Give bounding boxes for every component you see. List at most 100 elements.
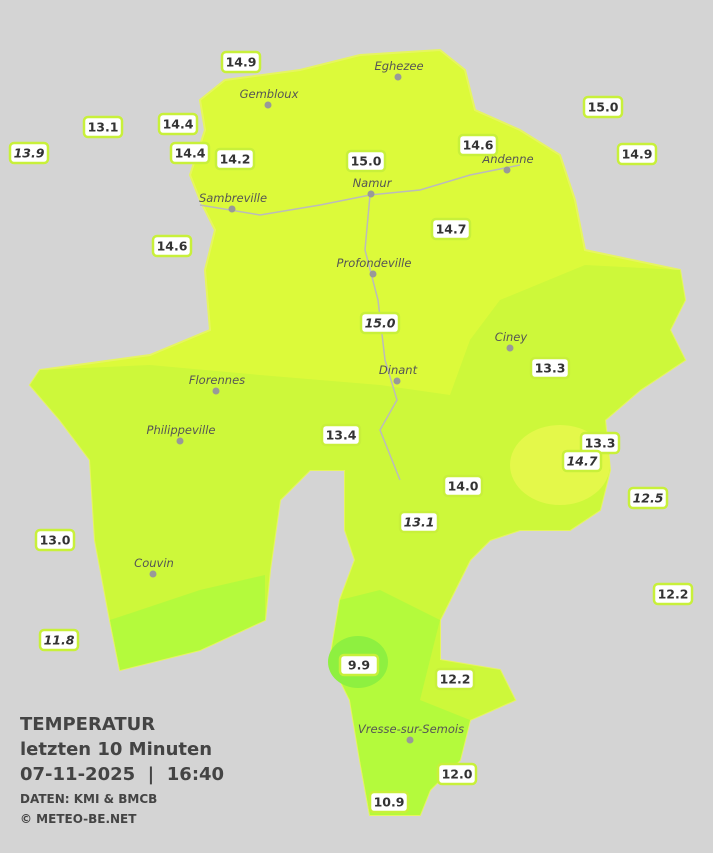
town-label: Philippeville xyxy=(147,423,216,437)
station-box xyxy=(398,510,440,534)
station-box xyxy=(652,582,694,606)
town-dot xyxy=(264,101,272,109)
station: 14.9 xyxy=(220,50,262,74)
station-value: 13.3 xyxy=(585,436,616,451)
station: 12.2 xyxy=(434,667,476,691)
station: 14.2 xyxy=(214,147,256,171)
station: 14.7 xyxy=(561,449,603,473)
station-value: 15.0 xyxy=(351,154,382,169)
station-box xyxy=(38,628,80,652)
station-box xyxy=(151,234,193,258)
station: 13.4 xyxy=(320,423,362,447)
station-box xyxy=(529,356,571,380)
zone-mild xyxy=(30,265,685,815)
town-label: Florennes xyxy=(189,373,245,387)
station: 14.4 xyxy=(157,112,199,136)
station-value: 14.6 xyxy=(463,138,494,153)
station: 10.9 xyxy=(368,790,410,814)
town-label: Sambreville xyxy=(199,191,267,205)
town-dot xyxy=(212,387,220,395)
source: DATEN: KMI & BMCB xyxy=(20,792,157,806)
station-value: 14.4 xyxy=(163,117,194,132)
station: 13.1 xyxy=(82,115,124,139)
station-box xyxy=(368,790,410,814)
station-box xyxy=(220,50,262,74)
station: 13.9 xyxy=(8,141,50,165)
station: 12.2 xyxy=(652,582,694,606)
station: 15.0 xyxy=(582,95,624,119)
zone-cool xyxy=(110,575,470,815)
station-box xyxy=(320,423,362,447)
station: 9.9 xyxy=(338,653,380,677)
station-value: 14.9 xyxy=(226,55,257,70)
town-dot xyxy=(394,73,402,81)
station: 14.6 xyxy=(151,234,193,258)
station-value: 13.0 xyxy=(40,533,71,548)
station-value: 15.0 xyxy=(588,100,619,115)
town-label: Profondeville xyxy=(337,256,412,270)
datetime: 07-11-2025 | 16:40 xyxy=(20,764,224,785)
station: 14.0 xyxy=(442,474,484,498)
station-value: 12.2 xyxy=(440,672,471,687)
station: 13.0 xyxy=(34,528,76,552)
station-box xyxy=(82,115,124,139)
station: 14.9 xyxy=(616,142,658,166)
station-value: 11.8 xyxy=(44,633,75,648)
town-label: Dinant xyxy=(379,363,418,377)
town-label: Eghezee xyxy=(374,59,423,73)
station-box xyxy=(157,112,199,136)
station-box xyxy=(169,141,211,165)
station-box xyxy=(8,141,50,165)
header: TEMPERATUR letzten 10 Minuten 07-11-2025… xyxy=(20,714,224,826)
station-value: 14.2 xyxy=(220,152,251,167)
station-box xyxy=(34,528,76,552)
station: 14.6 xyxy=(457,133,499,157)
station-value: 13.4 xyxy=(326,428,357,443)
station-box xyxy=(338,653,380,677)
station: 15.0 xyxy=(359,311,401,335)
station: 12.5 xyxy=(627,486,669,510)
station-value: 13.9 xyxy=(14,146,45,161)
town-dot xyxy=(503,166,511,174)
station: 11.8 xyxy=(38,628,80,652)
station-box xyxy=(582,95,624,119)
town-dot xyxy=(367,190,375,198)
station-value: 14.4 xyxy=(175,146,206,161)
station-box xyxy=(345,149,387,173)
town-label: Couvin xyxy=(134,556,174,570)
station-value: 14.0 xyxy=(448,479,479,494)
station-box xyxy=(436,762,478,786)
station-value: 14.6 xyxy=(157,239,188,254)
station-box xyxy=(430,217,472,241)
town-label: Namur xyxy=(353,176,393,190)
credit: © METEO-BE.NET xyxy=(20,812,137,826)
station-value: 14.7 xyxy=(567,454,598,469)
town-label: Vresse-sur-Semois xyxy=(358,722,464,736)
station-value: 12.0 xyxy=(442,767,473,782)
title: TEMPERATUR xyxy=(20,714,155,735)
station-box xyxy=(561,449,603,473)
station-value: 12.2 xyxy=(658,587,689,602)
town-dot xyxy=(406,736,414,744)
station-value: 14.7 xyxy=(436,222,467,237)
subtitle: letzten 10 Minuten xyxy=(20,739,212,760)
town-dot xyxy=(228,205,236,213)
station: 13.1 xyxy=(398,510,440,534)
station-value: 12.5 xyxy=(633,491,664,506)
station-value: 9.9 xyxy=(348,658,370,673)
station-box xyxy=(214,147,256,171)
station: 14.4 xyxy=(169,141,211,165)
station-value: 13.3 xyxy=(535,361,566,376)
town-dot xyxy=(506,344,514,352)
station-box xyxy=(457,133,499,157)
station-value: 13.1 xyxy=(88,120,119,135)
station: 14.7 xyxy=(430,217,472,241)
town-dot xyxy=(393,377,401,385)
station-box xyxy=(616,142,658,166)
town-label: Gembloux xyxy=(240,87,299,101)
station: 13.3 xyxy=(579,431,621,455)
station: 15.0 xyxy=(345,149,387,173)
town-dot xyxy=(369,270,377,278)
